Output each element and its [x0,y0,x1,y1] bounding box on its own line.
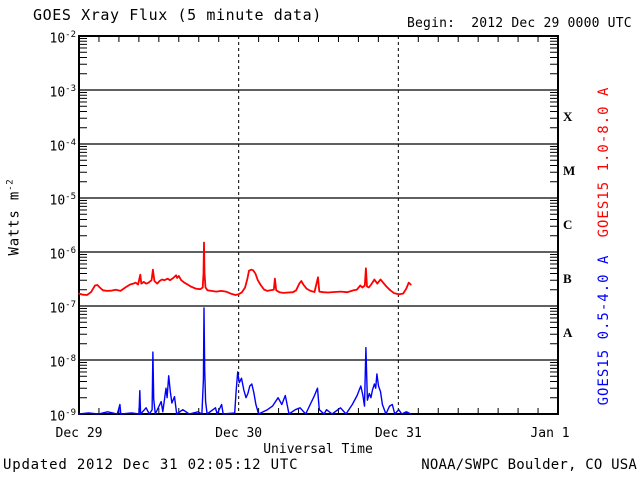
x-axis-label: Universal Time [263,442,373,457]
long-wavelength-series-label: GOES15 1.0-8.0 A [596,86,612,238]
x-tick-label-dec-29: Dec 29 [55,426,103,441]
updated-timestamp: Updated 2012 Dec 31 02:05:12 UTC [3,457,299,473]
x-tick-label-dec-31: Dec 31 [374,426,422,441]
long-wavelength-flux-line [78,241,412,296]
short-wavelength-series-label: GOES15 0.5-4.0 A [596,254,612,406]
source-attribution: NOAA/SWPC Boulder, CO USA [421,457,637,473]
y-tick-label-1e-5: 10-5 [49,192,77,209]
y-tick-label-1e-2: 10-2 [49,30,77,47]
y-tick-label-1e-7: 10-7 [49,300,77,317]
flare-class-b: B [563,271,572,286]
x-tick-label-jan-1: Jan 1 [530,426,570,441]
short-wavelength-flux-line [78,307,412,415]
y-tick-label-1e-9: 10-9 [49,408,77,425]
flare-class-a: A [563,325,573,340]
y-axis-label-text: Watts m [6,190,23,256]
y-tick-label-1e-4: 10-4 [49,138,77,155]
begin-time-label: Begin: 2012 Dec 29 0000 UTC [407,16,632,31]
y-tick-label-1e-6: 10-6 [49,246,77,263]
flare-class-m: M [563,163,576,178]
flare-class-x: X [563,109,573,124]
y-axis-label-exponent: -2 [5,178,16,191]
page-title: GOES Xray Flux (5 minute data) [33,6,322,24]
y-tick-label-1e-3: 10-3 [49,84,77,101]
y-tick-label-1e-8: 10-8 [49,354,77,371]
flare-class-c: C [563,217,573,232]
x-tick-label-dec-30: Dec 30 [215,426,263,441]
y-axis-label: Watts m-2 [6,178,23,255]
